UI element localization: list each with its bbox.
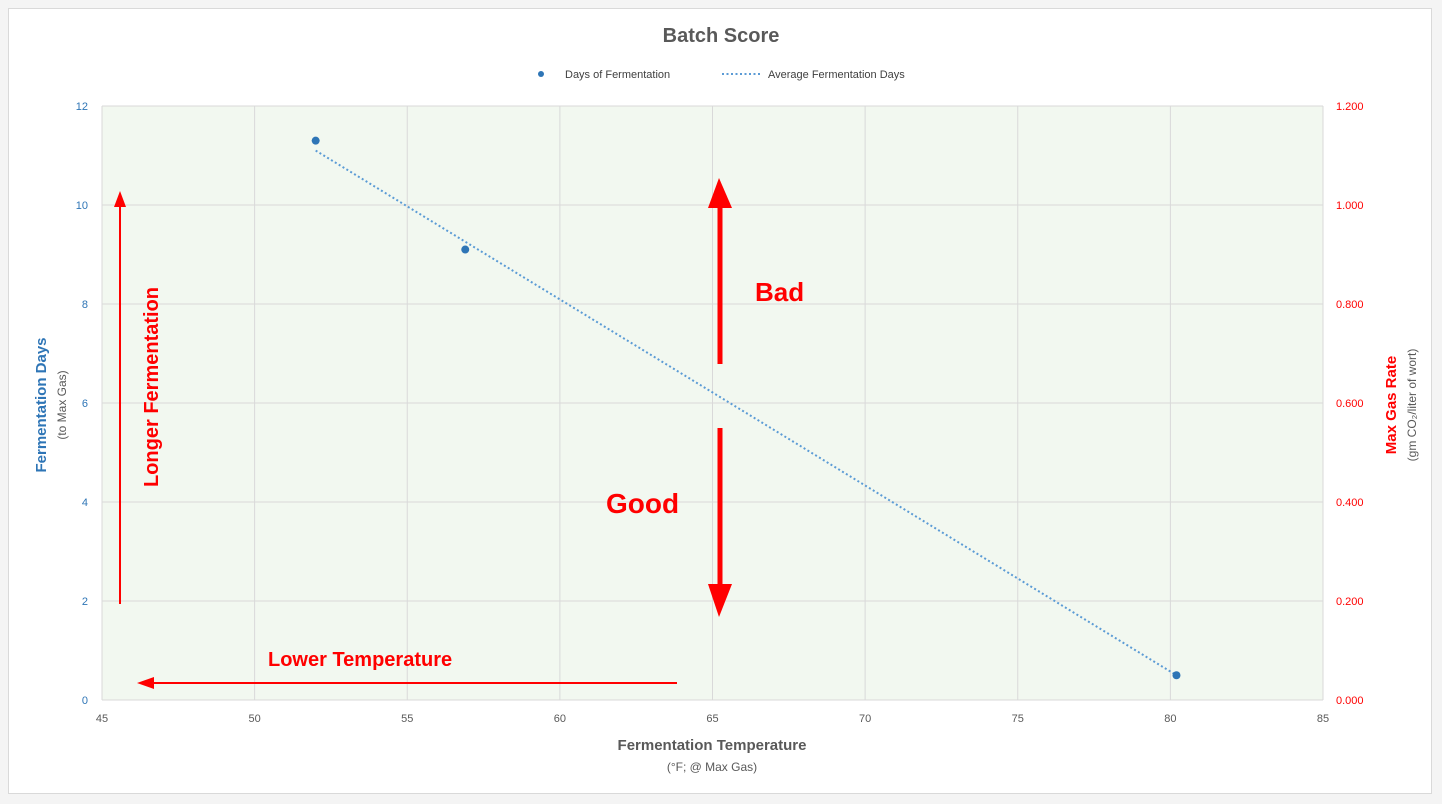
y-left-tick-label: 6 xyxy=(82,398,88,410)
y-right-axis-subtitle: (gm CO₂/liter of wort) xyxy=(1405,349,1419,462)
x-tick-label: 75 xyxy=(1012,713,1024,725)
lower-temperature-label: Lower Temperature xyxy=(268,649,452,671)
x-axis-title: Fermentation Temperature xyxy=(618,737,807,754)
data-point xyxy=(311,136,320,145)
data-point xyxy=(461,245,470,254)
y-right-tick-label: 1.000 xyxy=(1336,200,1364,212)
bad-arrow-head xyxy=(708,178,732,208)
x-axis-subtitle: (°F; @ Max Gas) xyxy=(667,760,757,774)
x-tick-label: 65 xyxy=(706,713,718,725)
chart-title: Batch Score xyxy=(663,25,780,47)
data-point xyxy=(1172,671,1181,680)
y-left-tick-label: 4 xyxy=(82,497,88,509)
y-left-tick-label: 12 xyxy=(76,101,88,113)
longer-fermentation-label: Longer Fermentation xyxy=(141,287,163,487)
trendline-average-fermentation-days xyxy=(315,149,1178,677)
y-right-tick-label: 0.200 xyxy=(1336,596,1364,608)
annotations: Bad Good Longer Fermentation Lower Temperat… xyxy=(114,178,804,689)
y-left-tick-label: 0 xyxy=(82,695,88,707)
x-tick-label: 45 xyxy=(96,713,108,725)
x-tick-label: 60 xyxy=(554,713,566,725)
x-tick-label: 70 xyxy=(859,713,871,725)
lower-arrow-head xyxy=(137,677,154,689)
legend-label-scatter: Days of Fermentation xyxy=(565,69,670,81)
good-arrow-shaft xyxy=(717,428,723,586)
x-tick-label: 80 xyxy=(1164,713,1176,725)
y-left-axis-title: Fermentation Days xyxy=(33,337,50,472)
good-label: Good xyxy=(606,488,679,519)
legend: Days of Fermentation Average Fermentatio… xyxy=(538,69,905,81)
longer-arrow-head xyxy=(114,191,126,207)
legend-marker-scatter xyxy=(538,71,544,77)
y-right-tick-label: 0.800 xyxy=(1336,299,1364,311)
y-left-tick-label: 10 xyxy=(76,200,88,212)
y-right-tick-label: 1.200 xyxy=(1336,101,1364,113)
y-right-tick-label: 0.400 xyxy=(1336,497,1364,509)
legend-label-trendline: Average Fermentation Days xyxy=(768,69,905,81)
bad-arrow-shaft xyxy=(717,206,723,364)
y-right-tick-label: 0.600 xyxy=(1336,398,1364,410)
good-arrow-head xyxy=(708,584,732,617)
y-left-tick-label: 8 xyxy=(82,299,88,311)
y-right-axis-title: Max Gas Rate xyxy=(1383,356,1400,454)
x-tick-label: 50 xyxy=(249,713,261,725)
y-left-tick-label: 2 xyxy=(82,596,88,608)
x-tick-label: 55 xyxy=(401,713,413,725)
bad-label: Bad xyxy=(755,277,804,307)
y-right-tick-label: 0.000 xyxy=(1336,695,1364,707)
y-left-axis-subtitle: (to Max Gas) xyxy=(55,370,69,439)
x-tick-label: 85 xyxy=(1317,713,1329,725)
